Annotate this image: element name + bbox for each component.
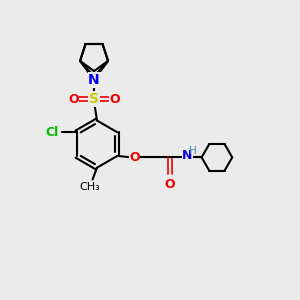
Text: H: H: [189, 146, 196, 156]
Text: N: N: [88, 73, 100, 87]
Text: N: N: [182, 148, 193, 161]
Text: O: O: [68, 93, 79, 106]
Text: Cl: Cl: [46, 126, 59, 139]
Text: O: O: [110, 93, 120, 106]
Text: S: S: [89, 92, 99, 106]
Text: CH₃: CH₃: [79, 182, 100, 192]
Text: O: O: [129, 151, 140, 164]
Text: O: O: [164, 178, 175, 191]
